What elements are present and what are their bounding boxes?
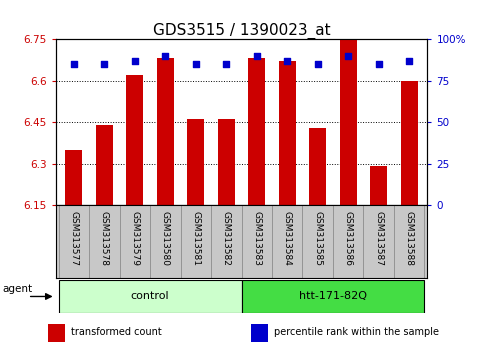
Bar [96,125,113,205]
Text: GSM313577: GSM313577 [70,211,78,266]
Text: GSM313588: GSM313588 [405,211,413,266]
Bar [401,81,417,205]
Text: GSM313578: GSM313578 [100,211,109,266]
Bar [251,324,268,342]
Bar [340,39,356,205]
Point [253,53,261,58]
Text: GSM313582: GSM313582 [222,211,231,266]
Bar [187,119,204,205]
Point [131,58,139,63]
Bar [157,58,174,205]
Point [100,61,108,67]
Bar [218,119,235,205]
Text: GSM313579: GSM313579 [130,211,139,266]
Bar [58,280,242,313]
Point [314,61,322,67]
Bar [248,58,265,205]
Bar [66,150,82,205]
Bar [279,61,296,205]
Point [284,58,291,63]
Text: GSM313583: GSM313583 [252,211,261,266]
Point [222,61,230,67]
Text: GSM313581: GSM313581 [191,211,200,266]
Text: agent: agent [3,284,33,294]
Text: transformed count: transformed count [71,327,162,337]
Bar [370,166,387,205]
Bar [127,75,143,205]
Title: GDS3515 / 1390023_at: GDS3515 / 1390023_at [153,23,330,39]
Text: GSM313584: GSM313584 [283,211,292,266]
Point [192,61,199,67]
Point [405,58,413,63]
Bar [48,324,65,342]
Text: GSM313585: GSM313585 [313,211,322,266]
Point [375,61,383,67]
Text: GSM313580: GSM313580 [161,211,170,266]
Bar [309,128,326,205]
Text: htt-171-82Q: htt-171-82Q [299,291,367,302]
Point [344,53,352,58]
Bar [242,280,425,313]
Text: GSM313586: GSM313586 [344,211,353,266]
Text: GSM313587: GSM313587 [374,211,383,266]
Point [70,61,78,67]
Text: percentile rank within the sample: percentile rank within the sample [274,327,440,337]
Point [161,53,169,58]
Text: control: control [131,291,170,302]
